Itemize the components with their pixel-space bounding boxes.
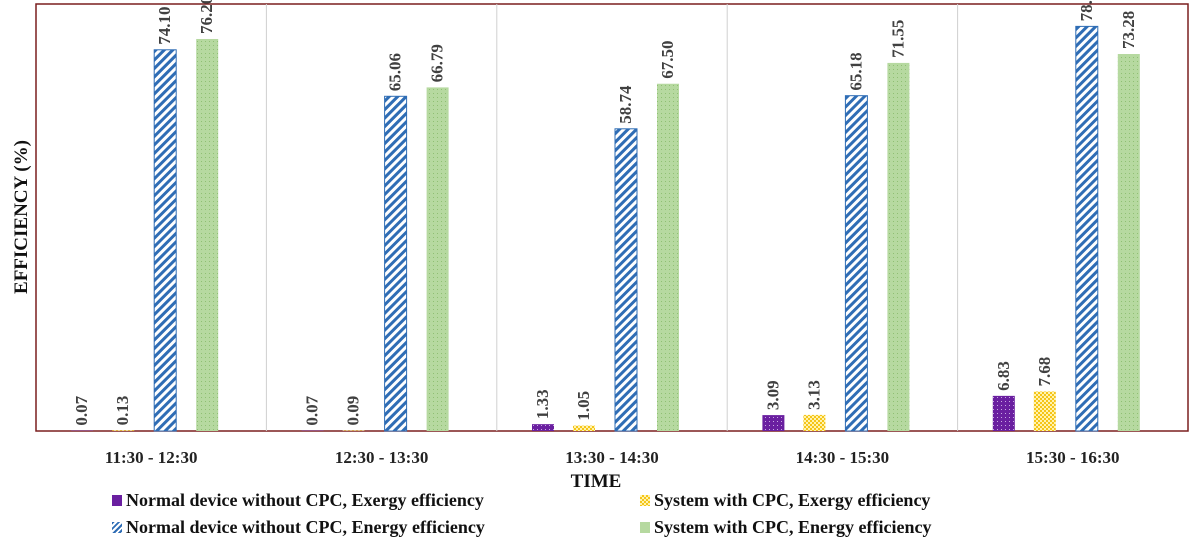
bar-s4-c3 xyxy=(657,83,679,431)
bar-s2-c4 xyxy=(803,414,826,431)
bar-s3-c4 xyxy=(844,95,868,432)
legend-item-4: System with CPC, Energy efficiency xyxy=(640,517,931,538)
value-label-s4-c3: 67.50 xyxy=(658,40,677,78)
bar-s1-c3 xyxy=(532,424,554,431)
bar-s3-c2 xyxy=(384,95,408,432)
legend-swatch-blue xyxy=(112,522,122,533)
category-label-2: 12:30 - 13:30 xyxy=(335,448,428,467)
bar-s1-c4 xyxy=(762,415,785,431)
bar-s4-c1 xyxy=(196,38,219,432)
value-label-s2-c5: 7.68 xyxy=(1035,357,1054,387)
category-label-3: 13:30 - 14:30 xyxy=(565,448,658,467)
legend-item-1: Normal device without CPC, Exergy effici… xyxy=(112,490,484,511)
bar-s4-c4 xyxy=(887,62,910,431)
legend-swatch-yellow xyxy=(640,495,650,506)
y-axis-title: EFFICIENCY (%) xyxy=(11,140,32,294)
bar-s1-c5 xyxy=(992,395,1015,431)
category-labels-group: 11:30 - 12:30 12:30 - 13:30 13:30 - 14:30 1… xyxy=(105,448,1120,467)
value-label-s1-c1: 0.07 xyxy=(72,395,91,425)
legend-item-2: System with CPC, Exergy efficiency xyxy=(640,490,930,511)
value-labels-group: 0.07 0.13 74.10 76.20 0.07 0.09 65.06 66.79 1.33… xyxy=(72,0,1138,426)
value-label-s4-c1: 76.20 xyxy=(197,0,216,34)
value-label-s3-c2: 65.06 xyxy=(386,53,405,91)
value-label-s2-c3: 1.05 xyxy=(574,391,593,421)
legend-item-3: Normal device without CPC, Energy effici… xyxy=(112,517,485,538)
bars-group xyxy=(71,25,1140,432)
value-label-s1-c4: 3.09 xyxy=(763,380,782,410)
value-label-s4-c5: 73.28 xyxy=(1119,11,1138,49)
category-label-5: 15:30 - 16:30 xyxy=(1026,448,1119,467)
category-label-1: 11:30 - 12:30 xyxy=(105,448,198,467)
value-label-s1-c5: 6.83 xyxy=(994,361,1013,391)
value-label-s2-c4: 3.13 xyxy=(804,380,823,410)
bar-s3-c1 xyxy=(153,49,177,432)
bar-s4-c2 xyxy=(426,87,449,431)
legend: Normal device without CPC, Exergy effici… xyxy=(0,490,1192,544)
bar-s2-c5 xyxy=(1033,391,1056,431)
bar-s3-c3 xyxy=(614,128,638,432)
legend-label-1: Normal device without CPC, Exergy effici… xyxy=(126,490,484,510)
value-label-s4-c2: 66.79 xyxy=(428,44,447,82)
value-label-s1-c2: 0.07 xyxy=(303,395,322,425)
bar-s4-c5 xyxy=(1117,54,1140,431)
value-label-s4-c4: 71.55 xyxy=(888,20,907,58)
bar-s3-c5 xyxy=(1075,25,1099,432)
legend-label-4: System with CPC, Energy efficiency xyxy=(654,517,932,537)
value-label-s3-c1: 74.10 xyxy=(155,7,174,45)
category-separators xyxy=(265,4,959,431)
value-label-s3-c3: 58.74 xyxy=(616,85,635,124)
plot-frame xyxy=(35,3,1189,432)
category-label-4: 14:30 - 15:30 xyxy=(796,448,889,467)
bar-s2-c1 xyxy=(112,430,135,431)
value-label-s1-c3: 1.33 xyxy=(533,389,552,419)
x-axis-title: TIME xyxy=(571,471,622,492)
value-label-s2-c2: 0.09 xyxy=(344,396,363,426)
legend-swatch-purple xyxy=(112,495,122,506)
value-label-s3-c5: 78.65 xyxy=(1077,0,1096,21)
bar-s2-c3 xyxy=(573,425,595,431)
value-label-s3-c4: 65.18 xyxy=(846,52,865,90)
legend-swatch-green xyxy=(640,522,650,533)
legend-label-3: Normal device without CPC, Energy effici… xyxy=(126,517,485,537)
legend-label-2: System with CPC, Exergy efficiency xyxy=(654,490,931,510)
value-label-s2-c1: 0.13 xyxy=(113,396,132,426)
